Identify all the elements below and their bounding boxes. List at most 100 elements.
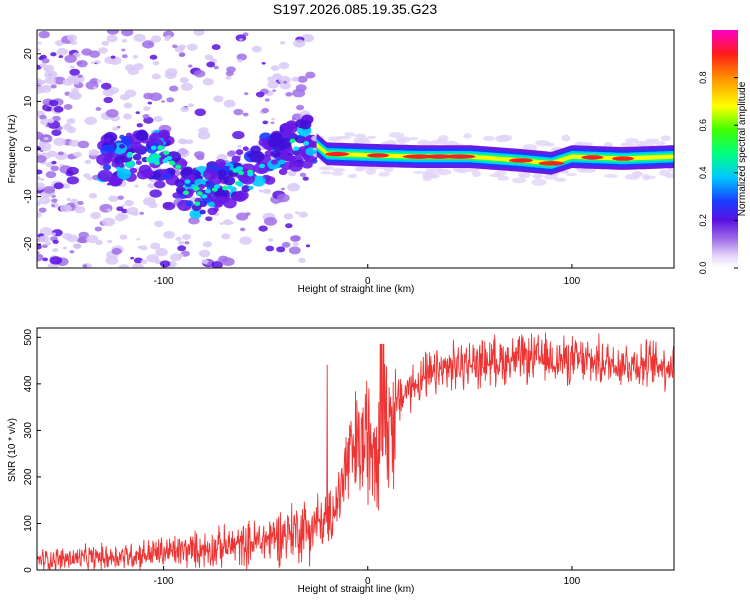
halo-blob (388, 131, 405, 138)
noise-blob (133, 33, 146, 42)
noise-blob (61, 183, 71, 189)
noise-blob (282, 80, 288, 84)
noise-blob (299, 172, 307, 177)
noise-blob (69, 68, 80, 76)
noise-blob (155, 248, 168, 257)
noise-blob (56, 47, 68, 56)
ridge-blob (299, 120, 312, 130)
ridge-band (316, 141, 674, 168)
noise-blob (261, 108, 270, 114)
noise-blob (237, 58, 243, 63)
noise-blob (69, 250, 75, 254)
noise-blob (118, 264, 130, 268)
ridge-blob (217, 169, 227, 177)
spectrogram-xlabel: Height of straight line (km) (298, 284, 415, 295)
noise-blob (222, 219, 233, 226)
noise-blob (53, 76, 66, 85)
ridge-blob (138, 164, 152, 175)
ridge-band (316, 139, 674, 169)
ridge-core (194, 201, 201, 206)
halo-blob (554, 177, 567, 182)
halo-blob (566, 173, 578, 177)
noise-blob (110, 55, 116, 59)
ridge-blob (158, 129, 170, 139)
ridge-blob (270, 131, 283, 142)
ridge-core (237, 182, 244, 187)
ridge-core (293, 146, 300, 151)
noise-blob (108, 56, 122, 65)
noise-blob (77, 200, 84, 206)
ridge-blob (251, 175, 266, 187)
noise-blob (66, 234, 79, 243)
noise-blob (37, 175, 41, 181)
ridge-blob (119, 134, 125, 140)
noise-blob (139, 211, 145, 215)
noise-blob (244, 92, 249, 96)
noise-blob (278, 62, 290, 70)
ridge-blob (105, 137, 111, 143)
noise-blob (44, 70, 58, 79)
noise-blob (272, 73, 282, 80)
snr-axes: -100 0 100 0 100 200 300 400 500 (23, 329, 581, 587)
ridge-core (303, 141, 310, 146)
halo-blob (378, 171, 390, 177)
noise-blob (88, 149, 99, 157)
noise-blob (198, 127, 209, 135)
noise-blob (278, 75, 291, 85)
noise-blob (121, 30, 134, 37)
noise-blob (59, 204, 72, 213)
ridge-blob (198, 183, 205, 190)
noise-blob (107, 239, 113, 244)
noise-blob (66, 197, 71, 201)
noise-blob (37, 182, 46, 191)
noise-blob (258, 225, 268, 232)
ridge-blob (131, 141, 142, 150)
noise-blob (202, 241, 213, 248)
noise-blob (37, 250, 40, 254)
snr-ytick-label: 400 (23, 375, 34, 392)
noise-blob (43, 84, 51, 90)
noise-blob (295, 104, 305, 111)
snr-ytick-label: 0 (23, 567, 34, 573)
noise-blob (40, 178, 45, 181)
noise-blob (193, 30, 205, 36)
noise-blob (221, 257, 235, 267)
halo-blob (519, 173, 530, 178)
noise-blob (184, 241, 190, 245)
noise-blob (151, 73, 161, 80)
ridge-blob (198, 200, 208, 208)
noise-blob (77, 74, 83, 78)
noise-blob (69, 139, 80, 147)
noise-blob (84, 116, 98, 126)
colorbar-tick-label: 0.4 (698, 167, 708, 180)
noise-blob (236, 53, 247, 61)
ridge-core (289, 138, 296, 144)
noise-blob (121, 39, 128, 43)
noise-blob (90, 212, 101, 220)
noise-blob (98, 47, 108, 54)
noise-blob (103, 96, 113, 104)
noise-blob (153, 116, 163, 123)
noise-blob (276, 246, 286, 253)
ridge-blob (249, 150, 265, 163)
noise-blob (159, 260, 171, 268)
halo-blob (347, 173, 358, 179)
noise-blob (298, 257, 306, 263)
noise-blob (279, 40, 286, 45)
ridge-core (184, 179, 191, 184)
noise-blob (233, 108, 244, 116)
ridge-blob (295, 134, 307, 144)
noise-blob (177, 245, 187, 252)
noise-blob (122, 113, 133, 120)
spectrogram-blobs (37, 30, 674, 268)
noise-blob (258, 189, 264, 193)
ridge-core (126, 153, 133, 158)
noise-blob (88, 193, 98, 199)
ridge-blob (246, 152, 253, 158)
noise-blob (235, 34, 247, 42)
noise-blob (48, 99, 59, 107)
noise-blob (279, 82, 291, 90)
noise-blob (37, 169, 43, 175)
noise-blob (178, 240, 185, 245)
